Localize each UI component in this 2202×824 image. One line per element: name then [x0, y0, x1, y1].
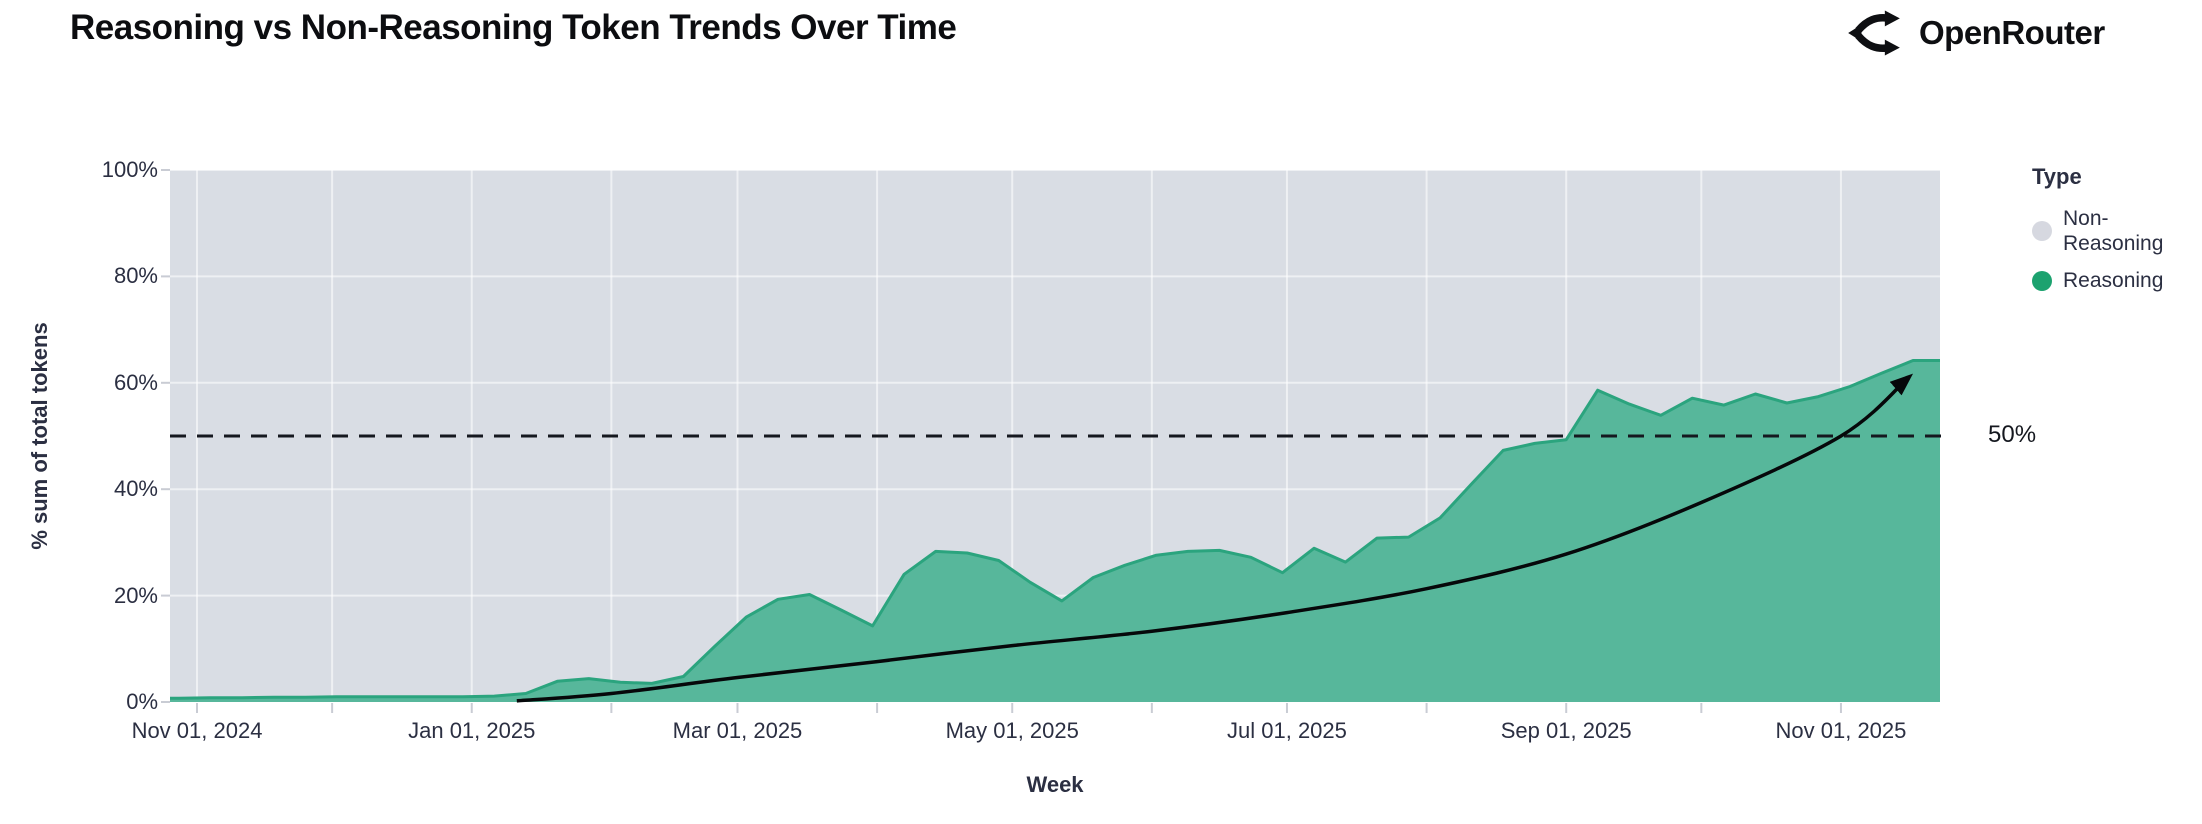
- openrouter-logo-icon: [1848, 10, 1900, 56]
- non-reasoning-swatch-icon: [2032, 221, 2052, 242]
- y-tick-label: 40%: [113, 476, 158, 502]
- y-axis-title: % sum of total tokens: [27, 322, 52, 550]
- y-tick-label: 80%: [113, 263, 158, 289]
- brand: OpenRouter: [1843, 8, 2105, 58]
- legend: Type Non-Reasoning Reasoning: [2032, 164, 2175, 306]
- trend-arrow-line: [516, 373, 1914, 703]
- reasoning-line: [170, 359, 1940, 700]
- legend-title: Type: [2032, 164, 2082, 189]
- legend-item-reasoning[interactable]: Reasoning: [2032, 268, 2175, 293]
- x-tick-label: Jan 01, 2025: [408, 718, 536, 743]
- reasoning-swatch-icon: [2032, 270, 2052, 291]
- brand-name: OpenRouter: [1919, 14, 2105, 51]
- legend-item-non-reasoning[interactable]: Non-Reasoning: [2032, 206, 2175, 256]
- x-tick-label: Nov 01, 2025: [1775, 718, 1907, 743]
- x-tick-label: Mar 01, 2025: [672, 718, 803, 743]
- chart-title: Reasoning vs Non-Reasoning Token Trends …: [70, 8, 957, 47]
- y-tick-label: 0%: [126, 689, 158, 714]
- y-tick-label: 20%: [113, 582, 158, 608]
- legend-label: Reasoning: [2063, 269, 2164, 293]
- x-tick-label: Nov 01, 2024: [131, 718, 263, 743]
- y-tick-label: 60%: [113, 369, 158, 395]
- reasoning-area: [170, 360, 1940, 702]
- x-axis-title: Week: [1026, 772, 1084, 797]
- legend-label: Non-Reasoning: [2063, 207, 2164, 256]
- x-tick-label: May 01, 2025: [945, 718, 1079, 743]
- x-tick-label: Sep 01, 2025: [1500, 718, 1632, 743]
- fifty-percent-annotation: 50%: [1988, 421, 2037, 448]
- y-tick-label: 100%: [101, 157, 158, 182]
- x-tick-label: Jul 01, 2025: [1227, 718, 1347, 743]
